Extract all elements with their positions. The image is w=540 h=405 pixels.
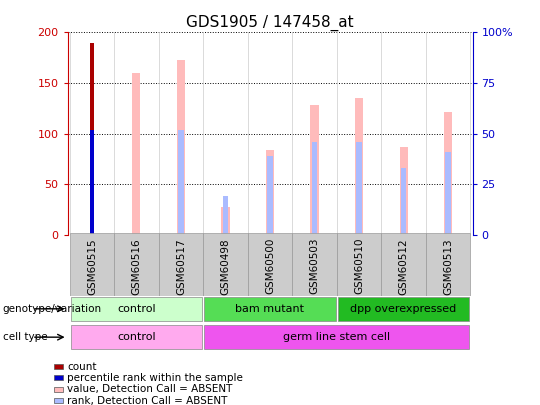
Text: percentile rank within the sample: percentile rank within the sample	[68, 373, 243, 383]
Text: GSM60500: GSM60500	[265, 238, 275, 294]
Bar	[381, 233, 426, 296]
Bar	[90, 130, 94, 235]
Text: bam mutant: bam mutant	[235, 304, 305, 314]
Bar	[71, 325, 202, 349]
Bar	[90, 43, 94, 235]
Bar	[426, 233, 470, 296]
Bar	[292, 233, 337, 296]
Text: control: control	[117, 332, 156, 342]
Bar	[203, 233, 248, 296]
Bar	[267, 156, 273, 235]
Bar	[71, 297, 202, 321]
Text: cell type: cell type	[3, 332, 48, 342]
Text: GSM60512: GSM60512	[399, 238, 409, 294]
Text: value, Detection Call = ABSENT: value, Detection Call = ABSENT	[68, 384, 233, 394]
Text: control: control	[117, 304, 156, 314]
Bar	[266, 150, 274, 235]
Title: GDS1905 / 147458_at: GDS1905 / 147458_at	[186, 15, 354, 31]
Bar	[70, 233, 114, 296]
Text: GSM60517: GSM60517	[176, 238, 186, 294]
Text: rank, Detection Call = ABSENT: rank, Detection Call = ABSENT	[68, 396, 228, 405]
Bar	[132, 73, 140, 235]
Bar	[159, 233, 203, 296]
Bar	[446, 152, 451, 235]
Bar	[204, 325, 469, 349]
Bar	[312, 142, 317, 235]
Bar	[223, 196, 228, 235]
Text: dpp overexpressed: dpp overexpressed	[350, 304, 457, 314]
Bar	[204, 297, 336, 321]
Bar	[444, 113, 452, 235]
Bar	[337, 233, 381, 296]
Text: GSM60503: GSM60503	[309, 238, 320, 294]
Text: GSM60498: GSM60498	[220, 238, 231, 294]
Text: count: count	[68, 362, 97, 371]
Text: GSM60510: GSM60510	[354, 238, 364, 294]
Bar	[356, 142, 362, 235]
Bar	[338, 297, 469, 321]
Bar	[401, 168, 406, 235]
Text: GSM60515: GSM60515	[87, 238, 97, 294]
Bar	[400, 147, 408, 235]
Text: GSM60516: GSM60516	[131, 238, 141, 294]
Text: GSM60513: GSM60513	[443, 238, 453, 294]
Bar	[178, 130, 184, 235]
Bar	[310, 105, 319, 235]
Bar	[248, 233, 292, 296]
Bar	[177, 60, 185, 235]
Text: germ line stem cell: germ line stem cell	[283, 332, 390, 342]
Text: genotype/variation: genotype/variation	[3, 304, 102, 314]
Bar	[114, 233, 159, 296]
Bar	[355, 98, 363, 235]
Bar	[221, 207, 229, 235]
